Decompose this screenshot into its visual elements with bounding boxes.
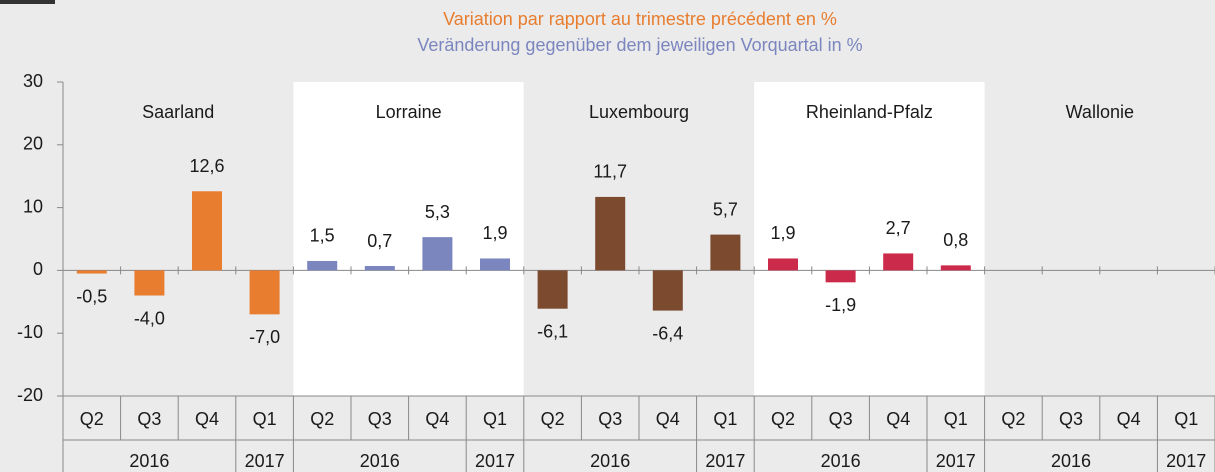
year-label: 2016 <box>821 451 861 471</box>
x-tick-label: Q4 <box>195 409 219 429</box>
year-label: 2016 <box>590 451 630 471</box>
data-label: 5,3 <box>425 202 450 222</box>
data-label: -1,9 <box>825 295 856 315</box>
bar <box>192 191 222 271</box>
x-tick-label: Q3 <box>829 409 853 429</box>
x-tick-label: Q2 <box>80 409 104 429</box>
bar <box>940 265 971 271</box>
group-label: Luxembourg <box>589 102 689 122</box>
x-tick-label: Q2 <box>541 409 565 429</box>
x-tick-label: Q1 <box>944 409 968 429</box>
group-background <box>754 82 985 396</box>
data-label: 5,7 <box>713 199 738 219</box>
data-label: 12,6 <box>189 156 224 176</box>
data-label: 1,9 <box>770 223 795 243</box>
year-label: 2017 <box>1166 451 1206 471</box>
data-label: 1,5 <box>310 226 335 246</box>
group-label: Lorraine <box>376 102 442 122</box>
bar <box>364 266 395 271</box>
x-tick-label: Q3 <box>1059 409 1083 429</box>
year-label: 2017 <box>245 451 285 471</box>
x-tick-label: Q1 <box>253 409 277 429</box>
bar <box>652 270 683 311</box>
x-tick-label: Q1 <box>483 409 507 429</box>
year-label: 2017 <box>475 451 515 471</box>
data-label: -4,0 <box>134 308 165 328</box>
x-tick-label: Q1 <box>1174 409 1198 429</box>
bar <box>595 196 626 271</box>
group-label: Wallonie <box>1066 102 1134 122</box>
x-tick-label: Q2 <box>1001 409 1025 429</box>
group-background <box>984 82 1215 396</box>
bar <box>710 234 741 271</box>
year-label: 2016 <box>1051 451 1091 471</box>
year-label: 2017 <box>936 451 976 471</box>
chart-subtitle: Veränderung gegenüber dem jeweiligen Vor… <box>417 35 862 55</box>
bar <box>537 270 568 309</box>
group-background <box>63 82 294 396</box>
x-tick-label: Q2 <box>771 409 795 429</box>
bar <box>825 270 856 283</box>
bar <box>307 260 338 271</box>
group-label: Rheinland-Pfalz <box>806 102 933 122</box>
y-tick-label: -20 <box>17 385 43 405</box>
x-tick-label: Q4 <box>886 409 910 429</box>
data-label: 1,9 <box>482 223 507 243</box>
y-tick-label: -10 <box>17 322 43 342</box>
x-tick-label: Q1 <box>713 409 737 429</box>
year-label: 2016 <box>360 451 400 471</box>
group-label: Saarland <box>142 102 214 122</box>
data-label: -6,1 <box>537 321 568 341</box>
x-tick-label: Q3 <box>137 409 161 429</box>
bar <box>76 270 107 274</box>
bar <box>480 258 510 271</box>
data-label: 0,7 <box>367 231 392 251</box>
data-label: 11,7 <box>593 162 627 182</box>
x-tick-label: Q4 <box>425 409 449 429</box>
y-tick-label: 20 <box>23 134 43 154</box>
chart-title: Variation par rapport au trimestre précé… <box>443 9 837 29</box>
data-label: 2,7 <box>886 218 911 238</box>
bar <box>249 270 280 315</box>
x-tick-label: Q3 <box>598 409 622 429</box>
bar <box>883 253 914 271</box>
bar <box>422 237 453 271</box>
data-label: -6,4 <box>652 323 683 343</box>
year-label: 2017 <box>705 451 745 471</box>
x-tick-label: Q4 <box>1117 409 1141 429</box>
year-label: 2016 <box>129 451 169 471</box>
data-label: -7,0 <box>249 327 280 347</box>
x-tick-label: Q4 <box>656 409 680 429</box>
x-tick-label: Q3 <box>368 409 392 429</box>
x-tick-label: Q2 <box>310 409 334 429</box>
y-tick-label: 30 <box>23 71 43 91</box>
group-background <box>293 82 524 396</box>
corner-bar <box>0 0 55 4</box>
data-label: -0,5 <box>76 286 107 306</box>
y-tick-label: 10 <box>23 196 43 216</box>
y-tick-label: 0 <box>33 259 43 279</box>
bar <box>768 258 798 271</box>
data-label: 0,8 <box>943 230 968 250</box>
bar <box>134 270 165 296</box>
